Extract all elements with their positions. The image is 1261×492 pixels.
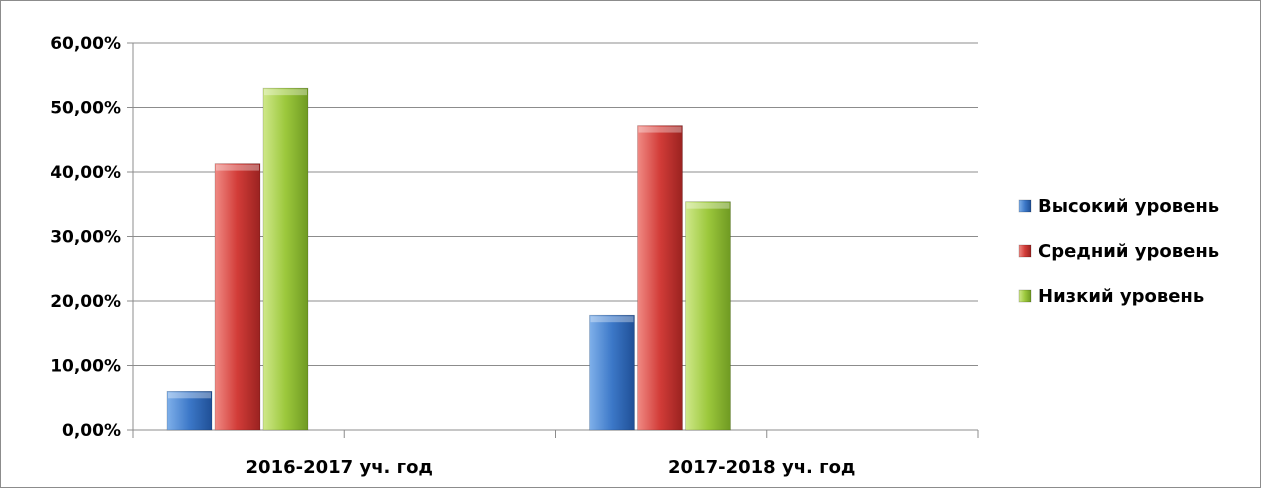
bar bbox=[262, 87, 309, 431]
bar bbox=[685, 201, 731, 431]
y-tick-label: 10,00% bbox=[50, 357, 121, 377]
bar bbox=[214, 163, 261, 431]
x-tick-label: 2017-2018 уч. год bbox=[668, 457, 855, 478]
legend-swatch bbox=[1018, 244, 1032, 258]
bars bbox=[166, 87, 731, 431]
bar bbox=[166, 390, 213, 431]
legend-swatch bbox=[1018, 289, 1032, 303]
y-tick-label: 50,00% bbox=[50, 99, 121, 119]
bar bbox=[589, 314, 635, 431]
legend-label: Высокий уровень bbox=[1038, 196, 1219, 217]
legend-item: Низкий уровень bbox=[1018, 286, 1204, 307]
x-tick-label: 2016-2017 уч. год bbox=[246, 457, 433, 478]
legend: Высокий уровень Средний уровень Низкий уро… bbox=[1018, 196, 1219, 307]
tick-labels: 0,00% 10,00% 20,00% 30,00% 40,00% 50,00% 60,00… bbox=[50, 34, 855, 478]
y-tick-label: 0,00% bbox=[62, 421, 121, 441]
legend-label: Средний уровень bbox=[1038, 241, 1219, 262]
legend-item: Средний уровень bbox=[1018, 241, 1219, 262]
legend-swatch bbox=[1018, 199, 1032, 213]
legend-item: Высокий уровень bbox=[1018, 196, 1219, 217]
legend-label: Низкий уровень bbox=[1038, 286, 1204, 307]
y-tick-label: 20,00% bbox=[50, 292, 121, 312]
bar bbox=[637, 125, 683, 431]
y-tick-label: 30,00% bbox=[50, 228, 121, 248]
y-tick-label: 40,00% bbox=[50, 163, 121, 183]
y-tick-label: 60,00% bbox=[50, 34, 121, 54]
